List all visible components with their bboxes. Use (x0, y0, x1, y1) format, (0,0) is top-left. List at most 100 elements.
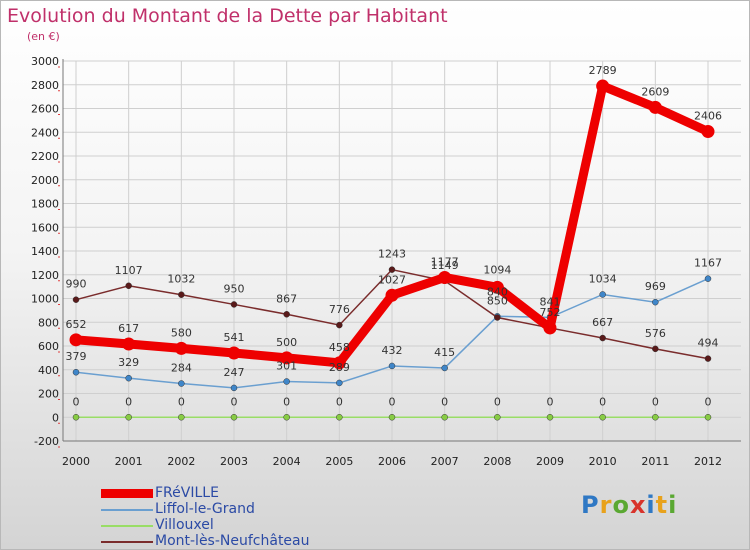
data-label: 867 (276, 292, 297, 305)
x-tick-label: 2006 (378, 455, 406, 468)
data-point (283, 311, 290, 318)
data-label: 0 (441, 395, 448, 408)
y-tick-label: 2400 (31, 126, 59, 139)
data-point (704, 275, 712, 282)
y-tick-label: -200 (34, 435, 59, 448)
data-point (283, 378, 290, 385)
data-point (125, 282, 132, 290)
data-point (336, 414, 343, 421)
data-point-freville (280, 351, 294, 365)
y-tick-label: 1200 (31, 269, 59, 282)
data-label: 840 (487, 286, 508, 299)
tick-labels: -200020040060080010001200140016001800200… (31, 55, 722, 468)
x-tick-label: 2000 (62, 455, 90, 468)
data-label: 1167 (694, 257, 722, 270)
x-tick-label: 2007 (431, 455, 459, 468)
x-tick-label: 2004 (273, 455, 301, 468)
data-point (652, 414, 659, 421)
legend-label: Villouxel (155, 517, 214, 533)
data-point-freville (490, 280, 504, 294)
data-label: 0 (705, 395, 712, 408)
legend-label: FRéVILLE (155, 485, 219, 501)
data-label: 0 (547, 395, 554, 408)
y-tick-label: 1600 (31, 221, 59, 234)
x-tick-label: 2011 (641, 455, 669, 468)
x-tick-label: 2003 (220, 455, 248, 468)
data-label: 0 (599, 395, 606, 408)
data-point-freville (543, 321, 557, 335)
legend-swatch (101, 525, 153, 527)
data-point (388, 414, 396, 421)
data-point-freville (227, 346, 241, 360)
data-point-freville (648, 100, 662, 114)
data-labels: 0 0 0 0 0 0 0 0 0 0 0 0 0 379 329 284 247 301 289 432 415 850… (66, 64, 723, 408)
data-point (599, 334, 606, 342)
data-label: 841 (540, 295, 561, 308)
data-point (336, 321, 343, 329)
line-chart: -200020040060080010001200140016001800200… (31, 55, 741, 468)
data-label: 1243 (378, 248, 406, 261)
data-label: 2406 (694, 110, 722, 123)
data-label: 541 (224, 331, 245, 344)
y-tick-label: 3000 (31, 55, 59, 68)
data-label: 0 (494, 395, 501, 408)
legend-swatch (101, 541, 153, 543)
legend-swatch (101, 489, 153, 498)
data-label: 379 (66, 350, 87, 363)
data-label: 2609 (641, 85, 669, 98)
data-label: 0 (231, 395, 238, 408)
logo-letter: P (581, 491, 600, 519)
data-label: 1034 (589, 272, 617, 285)
proxiti-logo: Proxiti (581, 491, 677, 519)
data-label: 1027 (378, 273, 406, 286)
data-label: 0 (73, 395, 80, 408)
data-point-freville (174, 341, 188, 355)
data-label: 576 (645, 327, 666, 340)
data-label: 1177 (431, 255, 459, 268)
data-label: 0 (652, 395, 659, 408)
x-tick-label: 2008 (483, 455, 511, 468)
data-point-freville (69, 333, 83, 347)
logo-letter: x (629, 491, 647, 519)
axes (58, 59, 741, 448)
data-point (494, 314, 501, 321)
y-tick-label: 400 (38, 364, 59, 377)
data-label: 1032 (167, 273, 195, 286)
x-tick-label: 2012 (694, 455, 722, 468)
logo-letter: o (612, 491, 630, 519)
data-label: 289 (329, 361, 350, 374)
data-point (230, 414, 238, 421)
data-label: 247 (224, 366, 245, 379)
data-label: 667 (592, 316, 613, 329)
data-point (230, 301, 238, 308)
data-label: 301 (276, 360, 297, 373)
data-label: 0 (336, 395, 343, 408)
data-label: 0 (125, 395, 132, 408)
data-point (704, 355, 712, 362)
data-point (178, 291, 185, 298)
data-point (704, 414, 712, 421)
data-point-freville (122, 337, 136, 351)
y-tick-label: 1400 (31, 245, 59, 258)
chart-subtitle: (en €) (27, 30, 60, 43)
data-label: 329 (118, 356, 139, 369)
data-point (652, 345, 659, 353)
data-point (441, 364, 448, 372)
data-point (72, 296, 80, 303)
data-label: 990 (66, 278, 87, 291)
data-point-freville (438, 270, 452, 284)
data-label: 1107 (115, 264, 143, 277)
x-tick-label: 2001 (115, 455, 143, 468)
y-tick-label: 200 (38, 388, 59, 401)
data-label: 752 (540, 306, 561, 319)
data-label: 432 (382, 344, 403, 357)
data-point (546, 414, 554, 421)
data-label: 652 (66, 318, 87, 331)
data-point (441, 414, 448, 421)
data-point (125, 374, 132, 382)
data-label: 415 (434, 346, 455, 359)
data-point (283, 414, 290, 421)
data-label: 494 (698, 337, 719, 350)
x-tick-label: 2002 (167, 455, 195, 468)
